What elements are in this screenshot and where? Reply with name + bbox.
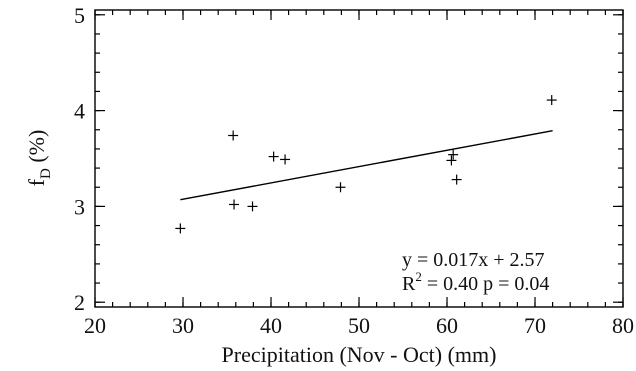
regression-stats: R2 = 0.40 p = 0.04: [402, 269, 549, 295]
x-tick-label: 50: [348, 313, 370, 338]
r2-and-p-value: = 0.40 p = 0.04: [422, 273, 550, 295]
r2-base: R: [402, 273, 416, 295]
x-tick-label: 70: [524, 313, 546, 338]
x-tick-labels: 20 30 40 50 60 70 80: [84, 313, 634, 338]
x-tick-label: 30: [172, 313, 194, 338]
data-point: [546, 95, 557, 106]
y-axis-title-rest: (%): [24, 130, 49, 168]
y-tick-label: 3: [74, 194, 85, 219]
data-point: [448, 149, 459, 160]
x-tick-label: 20: [84, 313, 106, 338]
y-axis-title-subscript: D: [38, 168, 54, 179]
data-points: [175, 95, 557, 234]
y-tick-label: 2: [74, 290, 85, 315]
x-tick-label: 80: [612, 313, 634, 338]
r2-superscript: 2: [415, 269, 422, 284]
y-axis-title: fD (%): [24, 130, 54, 187]
y-tick-label: 4: [74, 99, 85, 124]
data-point: [280, 154, 291, 165]
data-point: [247, 201, 258, 212]
x-tick-label: 60: [436, 313, 458, 338]
trend-line: [180, 130, 553, 201]
data-point: [175, 223, 186, 234]
data-point: [451, 174, 462, 185]
y-tick-label: 5: [74, 3, 85, 28]
data-point: [446, 155, 457, 166]
y-tick-labels: 2 3 4 5: [74, 3, 85, 315]
y-axis-title-base: f: [24, 178, 49, 186]
data-point: [335, 182, 346, 193]
data-point: [229, 199, 240, 210]
regression-equation: y = 0.017x + 2.57: [402, 249, 545, 271]
x-axis-title: Precipitation (Nov - Oct) (mm): [222, 342, 497, 367]
data-point: [268, 151, 279, 162]
major-ticks: [94, 10, 624, 307]
data-point: [228, 130, 239, 141]
x-tick-label: 40: [260, 313, 282, 338]
